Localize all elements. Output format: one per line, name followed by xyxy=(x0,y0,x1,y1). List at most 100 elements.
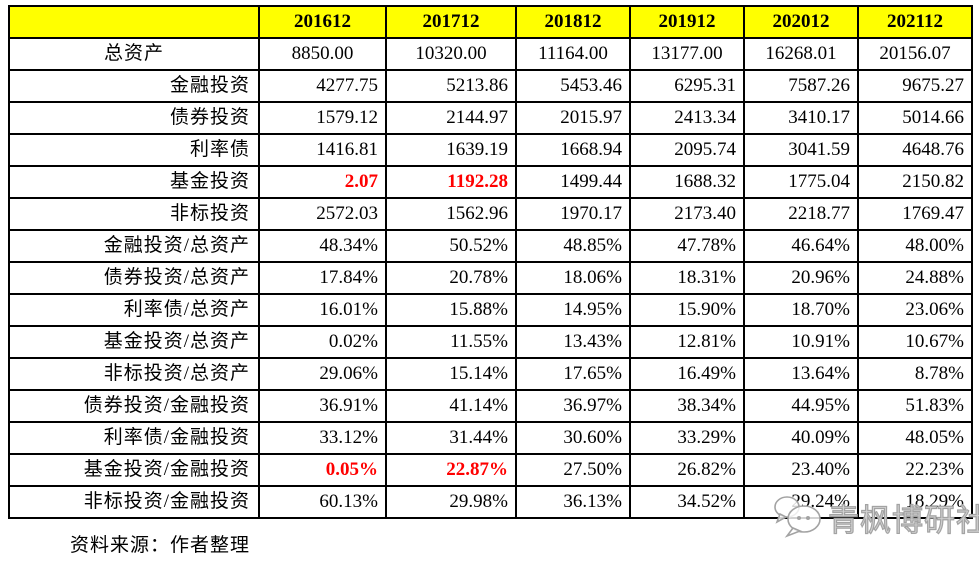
table-row: 非标投资/金融投资 60.13% 29.98% 36.13% 34.52% 29.24% 1… xyxy=(8,485,973,519)
value-cell: 27.50% xyxy=(515,453,631,487)
value-cell: 4648.76 xyxy=(857,133,973,167)
row-label-cell: 金融投资/总资产 xyxy=(8,229,260,263)
value-cell: 13177.00 xyxy=(629,37,745,71)
value-cell: 5213.86 xyxy=(385,69,517,103)
row-label-cell: 金融投资 xyxy=(8,69,260,103)
value-cell: 16.49% xyxy=(629,357,745,391)
value-cell: 10320.00 xyxy=(385,37,517,71)
value-cell: 1769.47 xyxy=(857,197,973,231)
row-label-cell: 利率债/金融投资 xyxy=(8,421,260,455)
value-cell: 20.96% xyxy=(743,261,859,295)
value-cell: 17.84% xyxy=(258,261,387,295)
value-cell: 6295.31 xyxy=(629,69,745,103)
financial-data-table: 201612 201712 201812 201912 202012 202112 总资产… xyxy=(8,5,973,519)
value-cell: 24.88% xyxy=(857,261,973,295)
row-label-cell: 利率债/总资产 xyxy=(8,293,260,327)
value-cell: 60.13% xyxy=(258,485,387,519)
value-cell: 38.34% xyxy=(629,389,745,423)
value-cell: 16268.01 xyxy=(743,37,859,71)
header-row: 201612 201712 201812 201912 202012 202112 xyxy=(8,5,973,39)
value-cell: 2218.77 xyxy=(743,197,859,231)
value-cell: 0.05% xyxy=(258,453,387,487)
source-note: 资料来源：作者整理 xyxy=(70,535,251,556)
value-cell: 36.91% xyxy=(258,389,387,423)
table-row: 金融投资 4277.75 5213.86 5453.46 6295.31 7587.26 9… xyxy=(8,69,973,103)
value-cell: 3041.59 xyxy=(743,133,859,167)
table-row: 利率债/金融投资 33.12% 31.44% 30.60% 33.29% 40.09% 48… xyxy=(8,421,973,455)
table-row: 债券投资 1579.12 2144.97 2015.97 2413.34 3410.17 5… xyxy=(8,101,973,135)
year-header-cell: 202112 xyxy=(857,5,973,39)
year-header-cell: 201812 xyxy=(515,5,631,39)
value-cell: 15.90% xyxy=(629,293,745,327)
value-cell: 2.07 xyxy=(258,165,387,199)
value-cell: 1688.32 xyxy=(629,165,745,199)
value-cell: 40.09% xyxy=(743,421,859,455)
value-cell: 18.31% xyxy=(629,261,745,295)
row-label-cell: 非标投资/金融投资 xyxy=(8,485,260,519)
value-cell: 20.78% xyxy=(385,261,517,295)
value-cell: 2572.03 xyxy=(258,197,387,231)
value-cell: 47.78% xyxy=(629,229,745,263)
row-label-cell: 基金投资/总资产 xyxy=(8,325,260,359)
value-cell: 23.40% xyxy=(743,453,859,487)
value-cell: 26.82% xyxy=(629,453,745,487)
value-cell: 15.14% xyxy=(385,357,517,391)
value-cell: 50.52% xyxy=(385,229,517,263)
corner-cell xyxy=(8,5,260,39)
value-cell: 22.23% xyxy=(857,453,973,487)
table-row: 非标投资/总资产 29.06% 15.14% 17.65% 16.49% 13.64% 8.… xyxy=(8,357,973,391)
value-cell: 1668.94 xyxy=(515,133,631,167)
value-cell: 48.85% xyxy=(515,229,631,263)
value-cell: 11164.00 xyxy=(515,37,631,71)
year-header-cell: 201612 xyxy=(258,5,387,39)
value-cell: 13.43% xyxy=(515,325,631,359)
table-row: 金融投资/总资产 48.34% 50.52% 48.85% 47.78% 46.64% 48… xyxy=(8,229,973,263)
value-cell: 1579.12 xyxy=(258,101,387,135)
value-cell: 41.14% xyxy=(385,389,517,423)
value-cell: 31.44% xyxy=(385,421,517,455)
value-cell: 0.02% xyxy=(258,325,387,359)
value-cell: 1499.44 xyxy=(515,165,631,199)
value-cell: 1416.81 xyxy=(258,133,387,167)
row-label-cell: 总资产 xyxy=(8,37,260,71)
value-cell: 33.29% xyxy=(629,421,745,455)
value-cell: 2150.82 xyxy=(857,165,973,199)
value-cell: 29.98% xyxy=(385,485,517,519)
row-label-cell: 债券投资/金融投资 xyxy=(8,389,260,423)
value-cell: 18.06% xyxy=(515,261,631,295)
value-cell: 1192.28 xyxy=(385,165,517,199)
value-cell: 48.05% xyxy=(857,421,973,455)
row-label-cell: 非标投资 xyxy=(8,197,260,231)
value-cell: 18.29% xyxy=(857,485,973,519)
value-cell: 5014.66 xyxy=(857,101,973,135)
table-row: 基金投资 2.07 1192.28 1499.44 1688.32 1775.04 2150… xyxy=(8,165,973,199)
value-cell: 8850.00 xyxy=(258,37,387,71)
table-row: 总资产 8850.00 10320.00 11164.00 13177.00 16268.… xyxy=(8,37,973,71)
year-header-cell: 201712 xyxy=(385,5,517,39)
value-cell: 20156.07 xyxy=(857,37,973,71)
row-label-cell: 利率债 xyxy=(8,133,260,167)
value-cell: 17.65% xyxy=(515,357,631,391)
value-cell: 1970.17 xyxy=(515,197,631,231)
value-cell: 29.06% xyxy=(258,357,387,391)
table-row: 利率债 1416.81 1639.19 1668.94 2095.74 3041.59 46… xyxy=(8,133,973,167)
value-cell: 2144.97 xyxy=(385,101,517,135)
value-cell: 10.67% xyxy=(857,325,973,359)
value-cell: 2173.40 xyxy=(629,197,745,231)
value-cell: 48.00% xyxy=(857,229,973,263)
value-cell: 36.13% xyxy=(515,485,631,519)
value-cell: 15.88% xyxy=(385,293,517,327)
table-row: 基金投资/金融投资 0.05% 22.87% 27.50% 26.82% 23.40% 22… xyxy=(8,453,973,487)
value-cell: 10.91% xyxy=(743,325,859,359)
value-cell: 3410.17 xyxy=(743,101,859,135)
row-label-cell: 基金投资/金融投资 xyxy=(8,453,260,487)
value-cell: 16.01% xyxy=(258,293,387,327)
value-cell: 1639.19 xyxy=(385,133,517,167)
value-cell: 12.81% xyxy=(629,325,745,359)
row-label-cell: 债券投资 xyxy=(8,101,260,135)
value-cell: 2413.34 xyxy=(629,101,745,135)
value-cell: 44.95% xyxy=(743,389,859,423)
value-cell: 46.64% xyxy=(743,229,859,263)
table-row: 债券投资/总资产 17.84% 20.78% 18.06% 18.31% 20.96% 24… xyxy=(8,261,973,295)
